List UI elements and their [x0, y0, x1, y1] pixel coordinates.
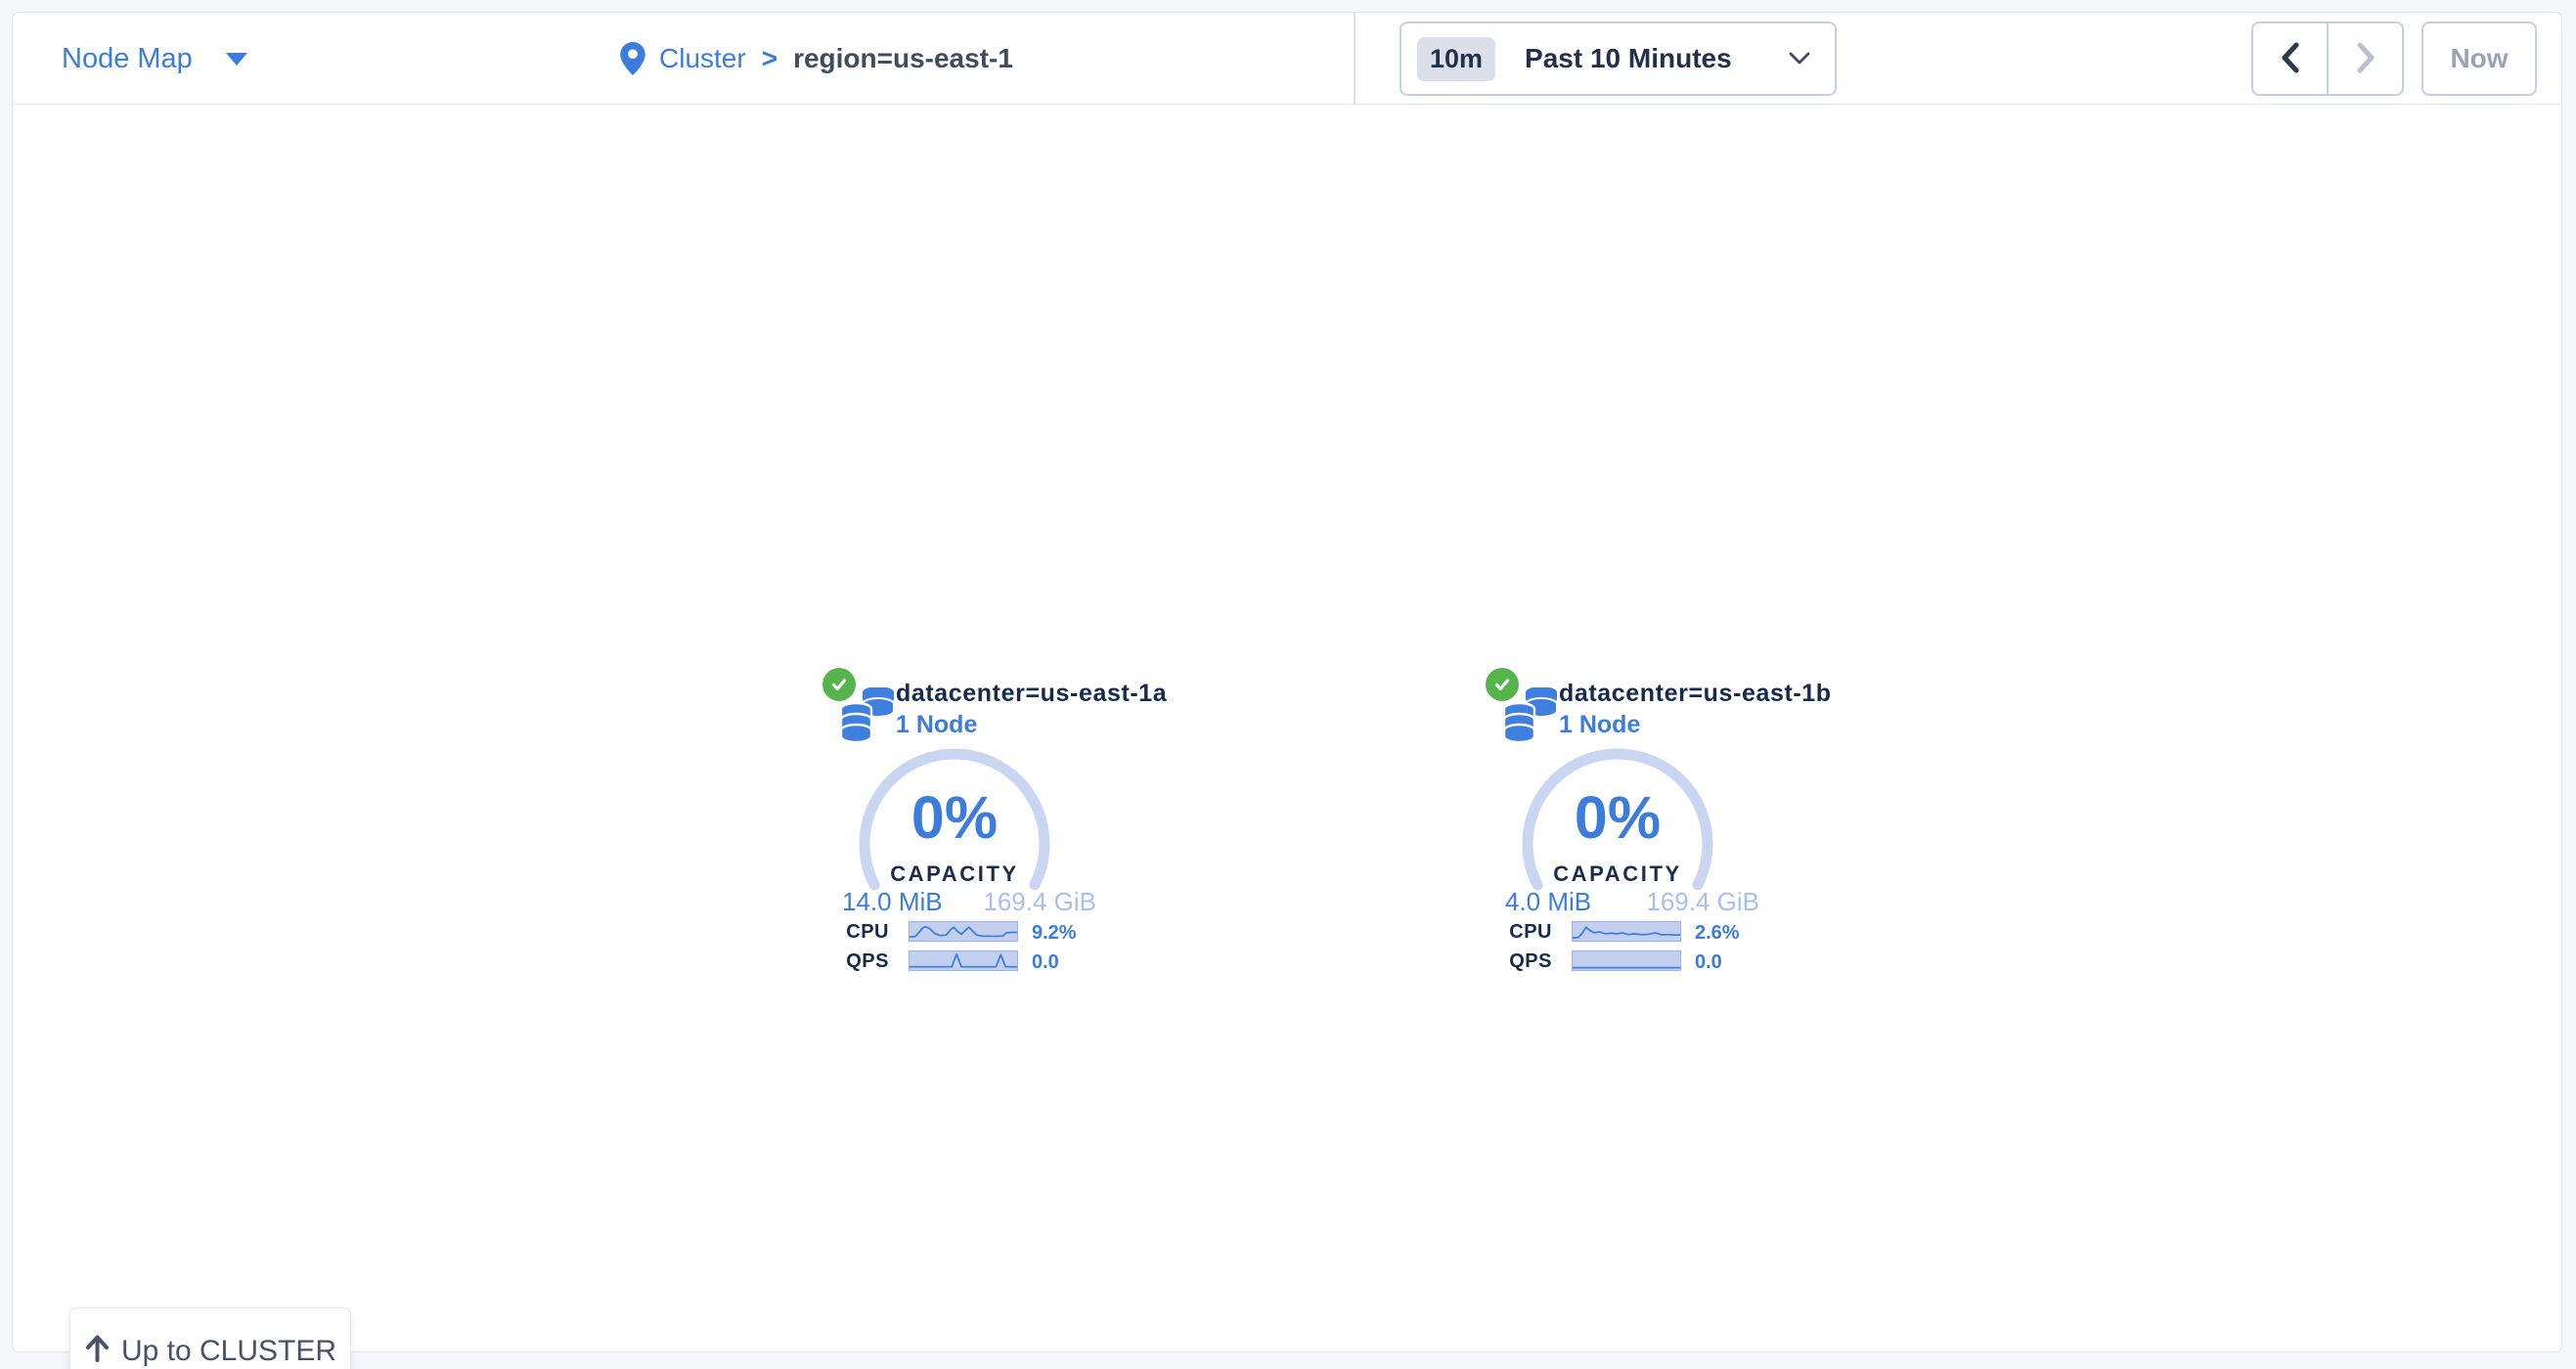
time-nav-group — [2251, 22, 2404, 96]
capacity-used: 14.0 MiB — [842, 887, 943, 916]
capacity-total: 169.4 GiB — [1646, 887, 1759, 916]
capacity-used: 4.0 MiB — [1505, 887, 1592, 916]
caret-down-icon — [225, 52, 247, 66]
capacity-percent: 0% — [1574, 784, 1662, 851]
capacity-percent: 0% — [910, 784, 999, 851]
arrow-up-icon — [84, 1333, 111, 1369]
qps-metric-row: QPS 0.0 — [1486, 950, 1763, 973]
chevron-left-icon — [2278, 40, 2303, 78]
cpu-sparkline — [909, 921, 1018, 942]
cpu-sparkline-path — [910, 925, 1017, 939]
header-divider — [1354, 13, 1355, 105]
datacenter-name: datacenter=us-east-1a — [896, 680, 1168, 707]
cpu-metric-row: CPU 9.2% — [822, 921, 1100, 944]
qps-value: 0.0 — [1032, 951, 1059, 973]
capacity-usage-row: 4.0 MiB 169.4 GiB — [1505, 887, 1759, 917]
header-bar: Node Map Cluster > region=us-east-1 10m … — [13, 13, 2561, 105]
qps-value: 0.0 — [1695, 951, 1722, 973]
time-window-selector[interactable]: 10m Past 10 Minutes — [1399, 22, 1837, 96]
status-healthy-icon — [822, 668, 856, 701]
datacenter-card[interactable]: datacenter=us-east-1b 1 Node 0% CAPACITY… — [1486, 668, 1831, 983]
capacity-usage-row: 14.0 MiB 169.4 GiB — [842, 887, 1096, 917]
location-pin-icon — [620, 42, 645, 75]
breadcrumb-separator: > — [761, 43, 778, 73]
view-mode-dropdown[interactable]: Node Map — [62, 13, 247, 105]
node-count-label: 1 Node — [896, 711, 978, 738]
time-next-button[interactable] — [2329, 23, 2402, 94]
capacity-caption: CAPACITY — [890, 861, 1019, 886]
time-window-label: Past 10 Minutes — [1525, 43, 1732, 73]
up-to-cluster-label: Up to CLUSTER — [120, 1334, 337, 1367]
database-icon — [1502, 686, 1559, 747]
capacity-caption: CAPACITY — [1553, 861, 1682, 886]
status-healthy-icon — [1486, 668, 1519, 701]
map-canvas: datacenter=us-east-1a 1 Node 0% CAPACITY… — [13, 105, 2561, 1369]
datacenter-card[interactable]: datacenter=us-east-1a 1 Node 0% CAPACITY… — [822, 668, 1167, 983]
capacity-total: 169.4 GiB — [983, 887, 1096, 916]
node-count-label: 1 Node — [1559, 711, 1641, 738]
qps-sparkline — [909, 950, 1018, 971]
chevron-down-icon — [1788, 51, 1811, 66]
view-mode-label: Node Map — [62, 42, 193, 74]
cpu-metric-row: CPU 2.6% — [1486, 921, 1763, 944]
breadcrumb-current: region=us-east-1 — [793, 43, 1013, 73]
now-button[interactable]: Now — [2421, 22, 2537, 96]
up-to-cluster-button[interactable]: Up to CLUSTER — [69, 1307, 351, 1369]
cpu-value: 9.2% — [1032, 922, 1077, 944]
breadcrumb-cluster-link[interactable]: Cluster — [659, 43, 746, 73]
qps-sparkline-path — [910, 952, 1017, 968]
cpu-sparkline — [1572, 921, 1681, 942]
node-map-panel: Node Map Cluster > region=us-east-1 10m … — [12, 12, 2562, 1369]
breadcrumb: Cluster > region=us-east-1 — [620, 13, 1013, 105]
qps-metric-row: QPS 0.0 — [822, 950, 1100, 973]
time-prev-button[interactable] — [2253, 23, 2329, 94]
cpu-label: CPU — [1509, 921, 1552, 943]
cpu-sparkline-path — [1573, 926, 1680, 940]
time-window-badge: 10m — [1417, 36, 1496, 81]
capacity-gauge: 0% CAPACITY — [1520, 746, 1715, 942]
cpu-label: CPU — [846, 921, 889, 943]
chevron-right-icon — [2353, 40, 2378, 78]
capacity-gauge: 0% CAPACITY — [857, 746, 1052, 942]
qps-label: QPS — [1509, 950, 1552, 972]
database-icon — [839, 686, 896, 747]
datacenter-name: datacenter=us-east-1b — [1559, 680, 1832, 707]
cpu-value: 2.6% — [1695, 922, 1740, 944]
qps-label: QPS — [846, 950, 889, 972]
qps-sparkline — [1572, 950, 1681, 971]
